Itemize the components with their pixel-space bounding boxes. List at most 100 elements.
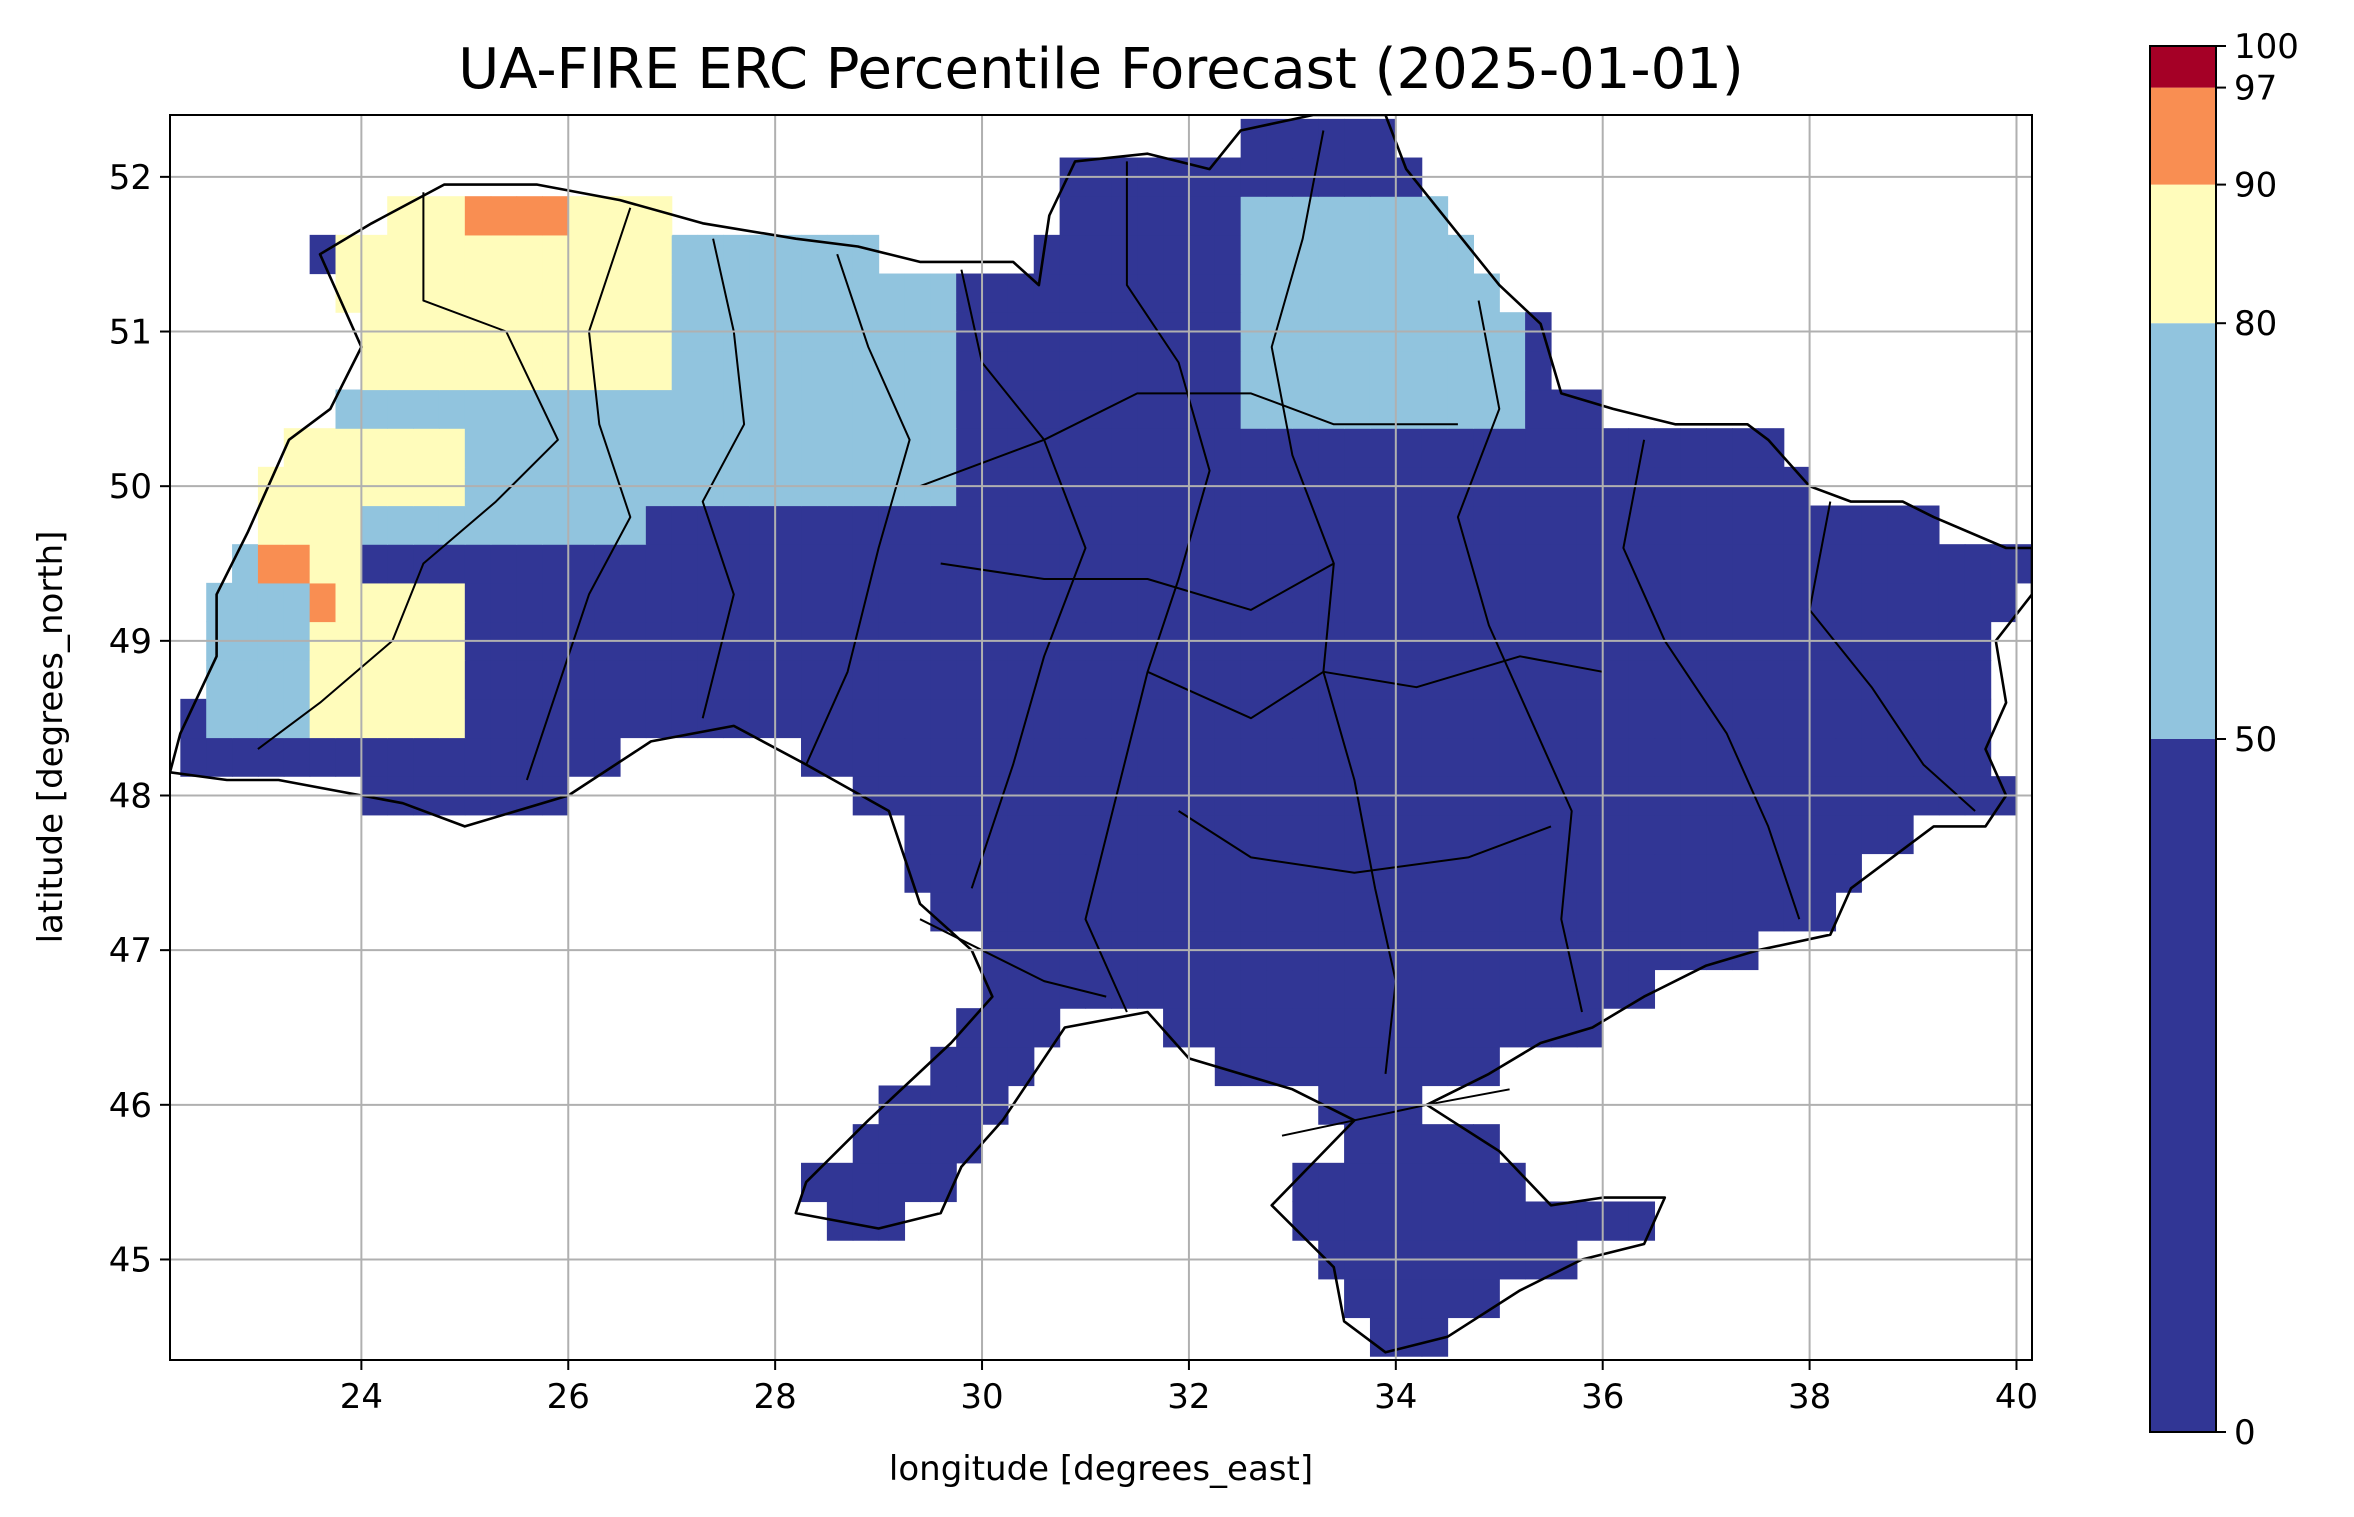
heatmap-cell (645, 389, 673, 429)
heatmap-cell (1525, 892, 1552, 932)
heatmap-cell (982, 273, 1009, 313)
heatmap-cell (645, 273, 673, 313)
heatmap-cell (1085, 273, 1112, 313)
heatmap-cell (1292, 853, 1319, 893)
heatmap-cell (904, 582, 931, 623)
heatmap-cell (1525, 350, 1552, 391)
heatmap-cell (1421, 1162, 1449, 1203)
heatmap-cell (542, 350, 569, 391)
heatmap-cell (645, 544, 673, 584)
heatmap-cell (1550, 505, 1578, 545)
heatmap-cell (878, 389, 906, 429)
heatmap-cell (1654, 582, 1681, 623)
heatmap-cell (1680, 814, 1707, 855)
heatmap-cell (1525, 428, 1552, 468)
heatmap-cell (1447, 428, 1474, 468)
oblast-border (1147, 655, 1603, 720)
heatmap-cell (1007, 892, 1035, 932)
heatmap-cell (1421, 1046, 1449, 1087)
heatmap-cell (904, 544, 931, 584)
heatmap-cell (1163, 505, 1190, 545)
heatmap-cell (1757, 698, 1785, 739)
heatmap-cell (1214, 273, 1242, 313)
heatmap-cell (1318, 350, 1345, 391)
oblast-border (1270, 130, 1397, 1075)
heatmap-cell (1318, 892, 1345, 932)
heatmap-cell (1395, 1162, 1423, 1203)
heatmap-cell (775, 273, 802, 313)
heatmap-cell (1447, 1201, 1474, 1241)
heatmap-cell (1344, 1278, 1371, 1319)
heatmap-cell (413, 389, 440, 429)
heatmap-cell (438, 196, 466, 236)
heatmap-cell (568, 350, 595, 391)
heatmap-cell (335, 737, 362, 777)
heatmap-cell (1602, 969, 1630, 1009)
heatmap-cell (1447, 698, 1474, 739)
heatmap-cell (490, 273, 518, 313)
heatmap-cell (1654, 428, 1681, 468)
heatmap-cell (1344, 1124, 1371, 1164)
heatmap-cell (1344, 118, 1371, 159)
heatmap-cell (1473, 1008, 1500, 1048)
map-title: UA-FIRE ERC Percentile Forecast (2025-01… (458, 37, 1743, 102)
heatmap-cell (1369, 544, 1397, 584)
heatmap-cell (490, 234, 518, 275)
heatmap-cell (1292, 273, 1319, 313)
heatmap-cell (1266, 660, 1293, 700)
heatmap-cell (1059, 350, 1087, 391)
heatmap-cell (1447, 544, 1474, 584)
heatmap-cell (1835, 853, 1862, 893)
heatmap-cell (1033, 505, 1061, 545)
heatmap-cell (1576, 544, 1604, 584)
heatmap-cell (671, 660, 699, 700)
heatmap-cell (1344, 389, 1371, 429)
heatmap-cell (1163, 969, 1190, 1009)
heatmap-cell (1292, 892, 1319, 932)
heatmap-cell (956, 505, 983, 545)
heatmap-cell (1473, 389, 1500, 429)
heatmap-cell (490, 196, 518, 236)
heatmap-cell (1395, 1008, 1423, 1048)
heatmap-cell (1369, 814, 1397, 855)
heatmap-cell (1499, 737, 1526, 777)
heatmap-cell (1473, 698, 1500, 739)
heatmap-cell (594, 273, 621, 313)
heatmap-cell (1292, 350, 1319, 391)
heatmap-cell (1059, 389, 1087, 429)
heatmap-cell (1809, 544, 1837, 584)
heatmap-cell (930, 1162, 957, 1203)
x-tick-label: 38 (1788, 1377, 1831, 1417)
heatmap-cell (1887, 814, 1914, 855)
heatmap-cell (645, 698, 673, 739)
heatmap-cell (361, 428, 388, 468)
plot-frame (169, 114, 2033, 1361)
heatmap-cell (1680, 892, 1707, 932)
heatmap-cell (1447, 660, 1474, 700)
heatmap-cell (1809, 853, 1837, 893)
heatmap-cell (1163, 737, 1190, 777)
heatmap-cell (1835, 737, 1862, 777)
heatmap-cell (1525, 544, 1552, 584)
heatmap-cell (1757, 544, 1785, 584)
heatmap-cell (387, 234, 414, 275)
heatmap-cell (1188, 350, 1216, 391)
heatmap-cell (956, 660, 983, 700)
heatmap-cell (1344, 1008, 1371, 1048)
heatmap-cell (1732, 505, 1759, 545)
heatmap-cell (1576, 737, 1604, 777)
heatmap-cell (1913, 737, 1940, 777)
heatmap-cell (1447, 1162, 1474, 1203)
heatmap-cell (464, 428, 492, 468)
heatmap-cell (1137, 389, 1164, 429)
heatmap-cell (1214, 1008, 1242, 1048)
heatmap-cell (956, 853, 983, 893)
heatmap-cell (490, 544, 518, 584)
heatmap-cell (1680, 660, 1707, 700)
heatmap-cell (775, 660, 802, 700)
heatmap-cell (1525, 505, 1552, 545)
heatmap-cell (930, 428, 957, 468)
heatmap-cell (749, 544, 776, 584)
heatmap-cell (568, 234, 595, 275)
